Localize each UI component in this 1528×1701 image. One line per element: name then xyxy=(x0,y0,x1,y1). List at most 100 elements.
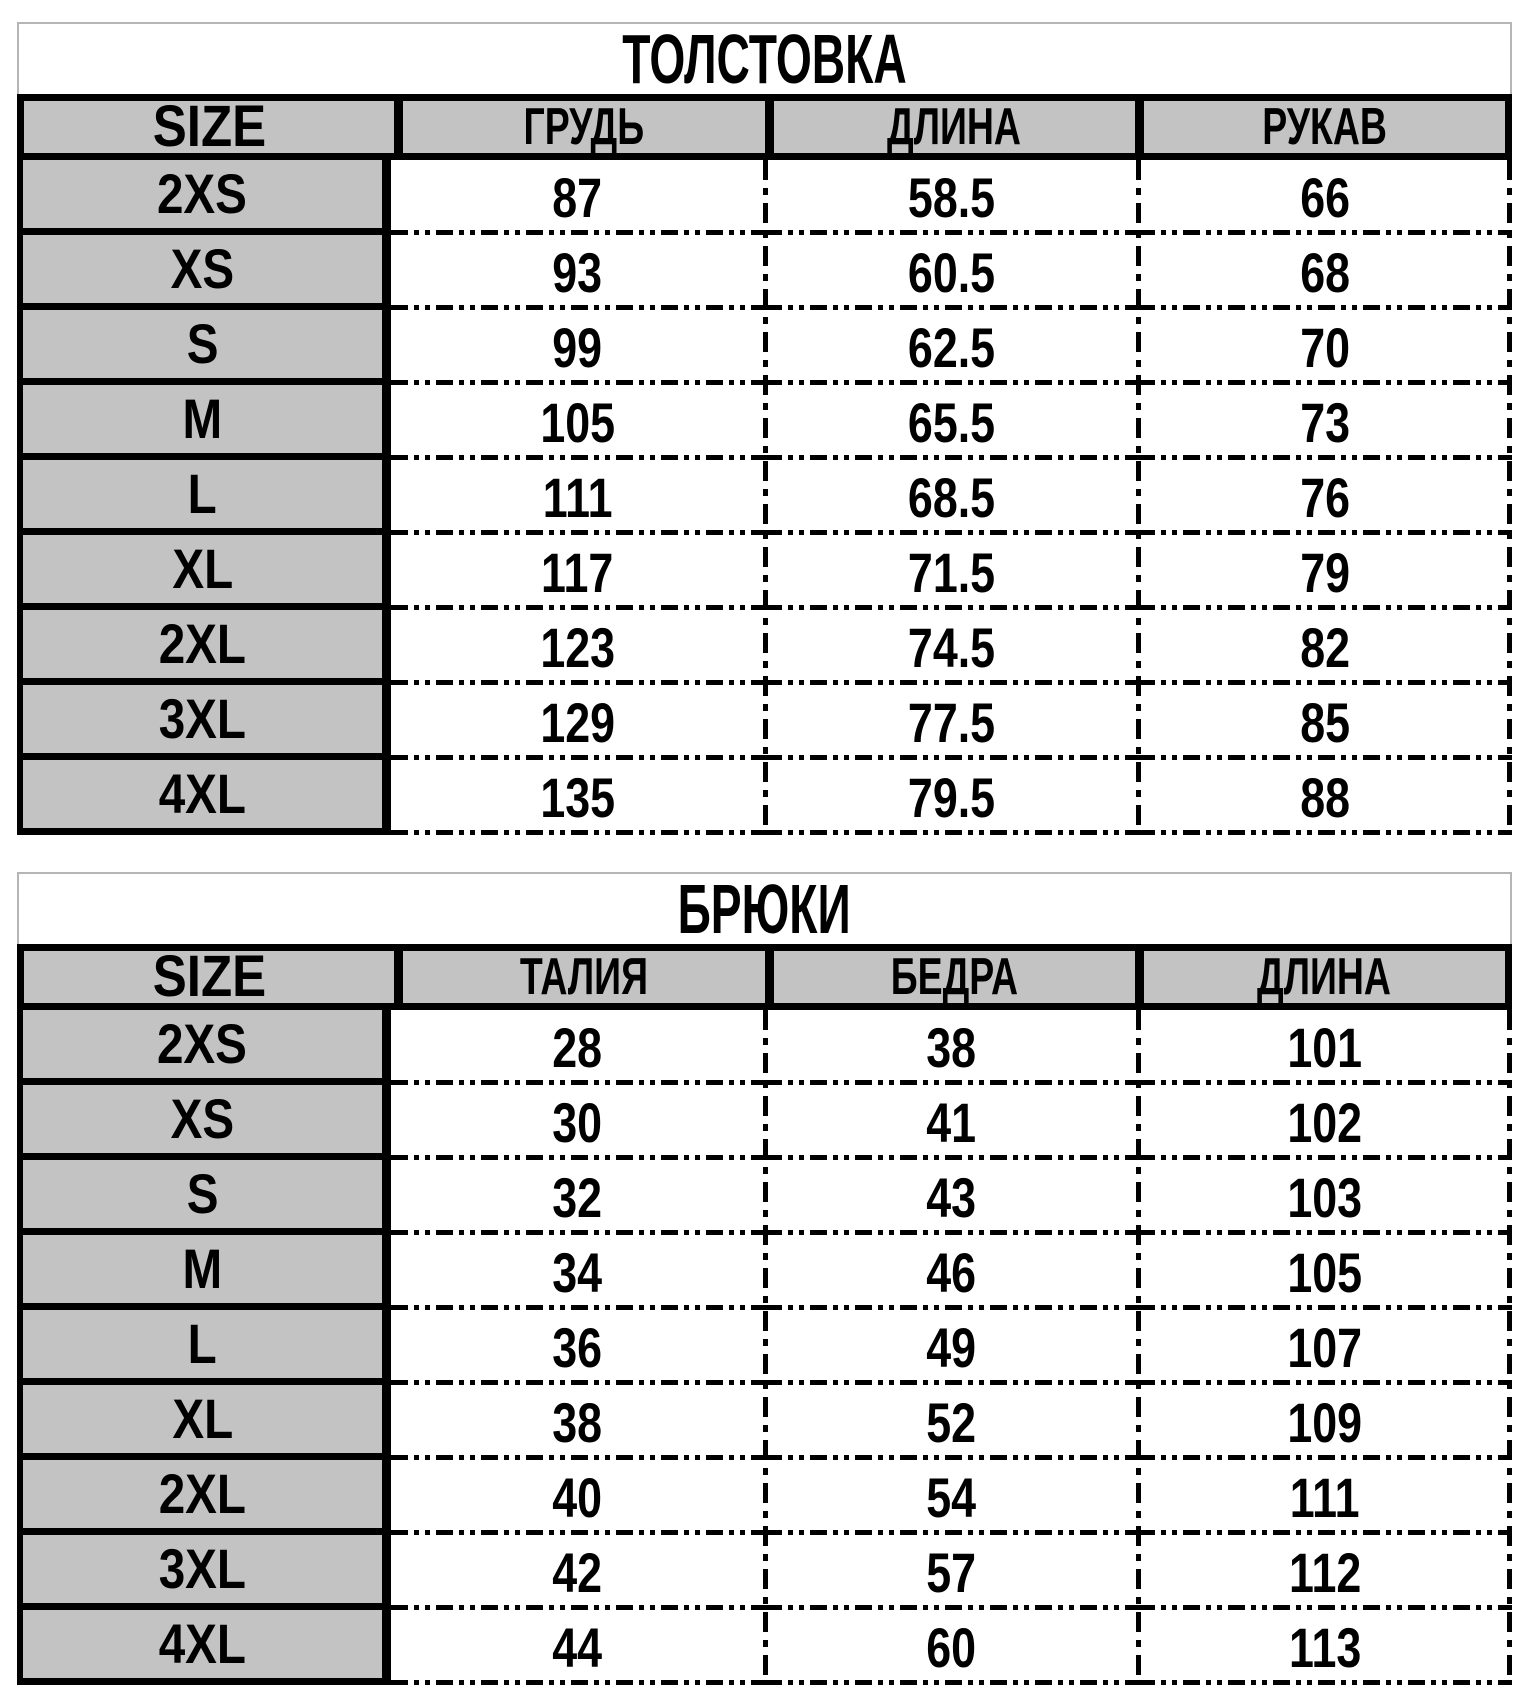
measurement-cell: 60 xyxy=(764,1610,1139,1685)
size-label-cell: 2XS xyxy=(17,1010,391,1085)
measurement-cell: 93 xyxy=(390,235,765,310)
measurement-value: 102 xyxy=(1287,1090,1363,1154)
measurement-cell: 34 xyxy=(390,1235,765,1310)
measurement-value: 42 xyxy=(552,1540,603,1604)
vertical-grid-line xyxy=(1136,160,1142,835)
measurement-value: 79.5 xyxy=(907,765,995,829)
measurement-value: 105 xyxy=(540,390,615,454)
size-label-cell: 2XL xyxy=(17,1460,391,1535)
measurement-cell: 79.5 xyxy=(764,760,1139,835)
size-label: 2XS xyxy=(157,162,248,225)
measurement-cell: 85 xyxy=(1138,685,1512,760)
measurement-cell: 123 xyxy=(390,610,765,685)
measurement-cell: 135 xyxy=(390,760,765,835)
measurement-cell: 79 xyxy=(1138,535,1512,610)
measurement-cell: 107 xyxy=(1138,1310,1512,1385)
size-label-cell: XS xyxy=(17,235,391,310)
size-label: 2XL xyxy=(158,612,247,675)
measurement-cell: 70 xyxy=(1138,310,1512,385)
size-label: M xyxy=(182,387,223,450)
measurement-cell: 42 xyxy=(390,1535,765,1610)
measurement-value: 107 xyxy=(1287,1315,1363,1379)
size-label: L xyxy=(187,1312,217,1375)
measurement-value: 82 xyxy=(1300,615,1351,679)
size-label: 3XL xyxy=(158,687,247,750)
measurement-cell: 129 xyxy=(390,685,765,760)
measurement-value: 58.5 xyxy=(907,165,995,229)
measurement-cell: 76 xyxy=(1138,460,1512,535)
hoodie-table-body: 2XS 87 58.5 66 XS 93 60.5 68 S 99 62.5 7… xyxy=(17,160,1512,835)
measurement-cell: 103 xyxy=(1138,1160,1512,1235)
vertical-grid-line xyxy=(1507,160,1512,835)
measurement-cell: 113 xyxy=(1138,1610,1512,1685)
size-label-cell: L xyxy=(17,1310,391,1385)
measurement-cell: 82 xyxy=(1138,610,1512,685)
size-label-cell: 4XL xyxy=(17,1610,391,1685)
measurement-cell: 87 xyxy=(390,160,765,235)
size-label-cell: XS xyxy=(17,1085,391,1160)
size-label-cell: XL xyxy=(17,535,391,610)
column-header-size: SIZE xyxy=(152,101,266,153)
measurement-cell: 41 xyxy=(764,1085,1139,1160)
measurement-cell: 102 xyxy=(1138,1085,1512,1160)
measurement-value: 46 xyxy=(926,1240,977,1304)
size-label: M xyxy=(182,1237,223,1300)
measurement-value: 38 xyxy=(926,1015,977,1079)
vertical-grid-line xyxy=(1507,1010,1512,1685)
column-header-length: ДЛИНА xyxy=(764,101,1135,153)
measurement-cell: 74.5 xyxy=(764,610,1139,685)
measurement-cell: 38 xyxy=(390,1385,765,1460)
measurement-cell: 117 xyxy=(390,535,765,610)
measurement-cell: 88 xyxy=(1138,760,1512,835)
trousers-table-title-box: БРЮКИ xyxy=(17,872,1512,944)
measurement-value: 123 xyxy=(540,615,615,679)
measurement-cell: 109 xyxy=(1138,1385,1512,1460)
measurement-value: 36 xyxy=(552,1315,603,1379)
measurement-value: 32 xyxy=(552,1165,603,1229)
measurement-value: 40 xyxy=(552,1465,603,1529)
measurement-value: 93 xyxy=(552,240,603,304)
measurement-cell: 28 xyxy=(390,1010,765,1085)
size-label: 4XL xyxy=(158,1612,247,1675)
measurement-value: 101 xyxy=(1287,1015,1363,1079)
measurement-cell: 52 xyxy=(764,1385,1139,1460)
measurement-cell: 32 xyxy=(390,1160,765,1235)
size-label-cell: S xyxy=(17,310,391,385)
measurement-value: 57 xyxy=(926,1540,977,1604)
vertical-grid-line xyxy=(762,160,768,835)
column-header-chest: ГРУДЬ xyxy=(394,101,764,153)
measurement-value: 41 xyxy=(926,1090,977,1154)
measurement-cell: 105 xyxy=(390,385,765,460)
size-label: 3XL xyxy=(158,1537,247,1600)
trousers-table-title: БРЮКИ xyxy=(677,872,852,944)
measurement-cell: 58.5 xyxy=(764,160,1139,235)
measurement-value: 77.5 xyxy=(907,690,995,754)
column-header-length: ДЛИНА xyxy=(1134,951,1505,1003)
measurement-cell: 101 xyxy=(1138,1010,1512,1085)
measurement-cell: 99 xyxy=(390,310,765,385)
measurement-cell: 66 xyxy=(1138,160,1512,235)
column-header-hips: БЕДРА xyxy=(764,951,1135,1003)
measurement-cell: 68.5 xyxy=(764,460,1139,535)
measurement-value: 76 xyxy=(1300,465,1351,529)
size-label-cell: 2XL xyxy=(17,610,391,685)
measurement-cell: 60.5 xyxy=(764,235,1139,310)
measurement-value: 103 xyxy=(1287,1165,1363,1229)
measurement-value: 68.5 xyxy=(907,465,995,529)
measurement-value: 105 xyxy=(1287,1240,1363,1304)
size-label-cell: XL xyxy=(17,1385,391,1460)
size-label-cell: S xyxy=(17,1160,391,1235)
measurement-cell: 77.5 xyxy=(764,685,1139,760)
measurement-cell: 44 xyxy=(390,1610,765,1685)
measurement-cell: 105 xyxy=(1138,1235,1512,1310)
measurement-cell: 57 xyxy=(764,1535,1139,1610)
measurement-cell: 71.5 xyxy=(764,535,1139,610)
measurement-value: 87 xyxy=(552,165,603,229)
measurement-value: 88 xyxy=(1300,765,1351,829)
measurement-value: 28 xyxy=(552,1015,603,1079)
trousers-table-header-row: SIZE ТАЛИЯ БЕДРА ДЛИНА xyxy=(17,944,1512,1010)
measurement-value: 62.5 xyxy=(907,315,995,379)
size-label-cell: M xyxy=(17,385,391,460)
column-header-sleeve: РУКАВ xyxy=(1134,101,1505,153)
measurement-value: 135 xyxy=(540,765,615,829)
